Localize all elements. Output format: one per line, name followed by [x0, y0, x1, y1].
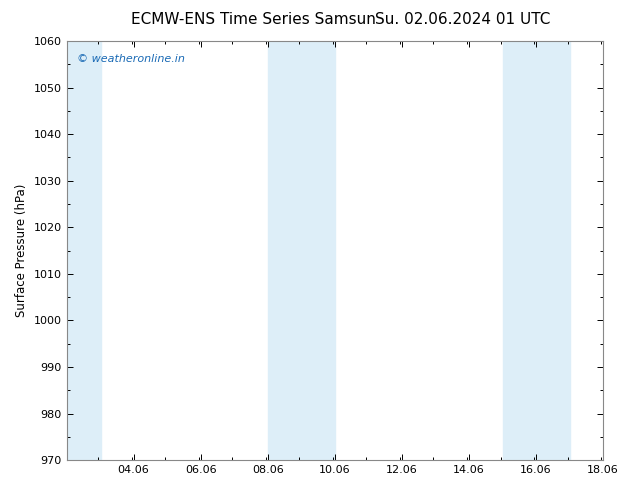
Text: ECMW-ENS Time Series Samsun: ECMW-ENS Time Series Samsun — [131, 12, 376, 27]
Text: © weatheronline.in: © weatheronline.in — [77, 53, 185, 64]
Bar — [67, 41, 101, 460]
Bar — [503, 41, 569, 460]
Y-axis label: Surface Pressure (hPa): Surface Pressure (hPa) — [15, 184, 28, 318]
Text: Su. 02.06.2024 01 UTC: Su. 02.06.2024 01 UTC — [375, 12, 550, 27]
Bar — [268, 41, 335, 460]
